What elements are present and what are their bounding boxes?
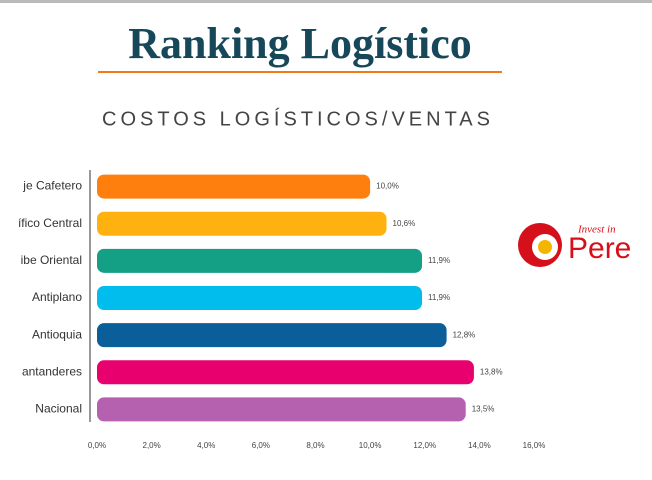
bar (97, 211, 387, 236)
x-tick-label: 6,0% (252, 441, 270, 450)
bar (97, 323, 447, 348)
x-tick-label: 0,0% (88, 441, 106, 450)
category-label: ífico Central (18, 216, 82, 230)
value-label: 13,5% (472, 405, 495, 414)
logo-dot (538, 240, 552, 254)
value-label: 10,0% (376, 182, 399, 191)
x-tick-label: 12,0% (413, 441, 436, 450)
x-tick-label: 10,0% (359, 441, 382, 450)
logo: Invest in Pere (518, 223, 631, 267)
category-label: ibe Oriental (21, 253, 82, 267)
bar (97, 397, 466, 422)
chart-subtitle: COSTOS LOGÍSTICOS/VENTAS (102, 107, 494, 130)
x-tick-label: 2,0% (143, 441, 161, 450)
category-label: Antioquia (32, 327, 82, 341)
logo-name: Pere (568, 232, 631, 265)
x-tick-label: 14,0% (468, 441, 491, 450)
category-label: Antiplano (32, 290, 82, 304)
bar (97, 360, 474, 385)
bar (97, 174, 371, 199)
value-label: 11,9% (428, 256, 450, 265)
bar (97, 248, 423, 273)
x-tick-label: 8,0% (306, 441, 324, 450)
logo-script: Invest in (577, 224, 616, 236)
chart-title: Ranking Logístico (128, 19, 472, 68)
x-tick-label: 4,0% (197, 441, 215, 450)
bar (97, 286, 423, 310)
category-label: je Cafetero (22, 179, 82, 193)
value-label: 10,6% (393, 219, 416, 228)
category-label: Nacional (35, 402, 82, 416)
value-label: 11,9% (428, 293, 450, 302)
category-label: antanderes (22, 364, 82, 378)
value-label: 13,8% (480, 367, 503, 376)
value-label: 12,8% (453, 330, 476, 339)
x-tick-label: 16,0% (523, 441, 546, 450)
